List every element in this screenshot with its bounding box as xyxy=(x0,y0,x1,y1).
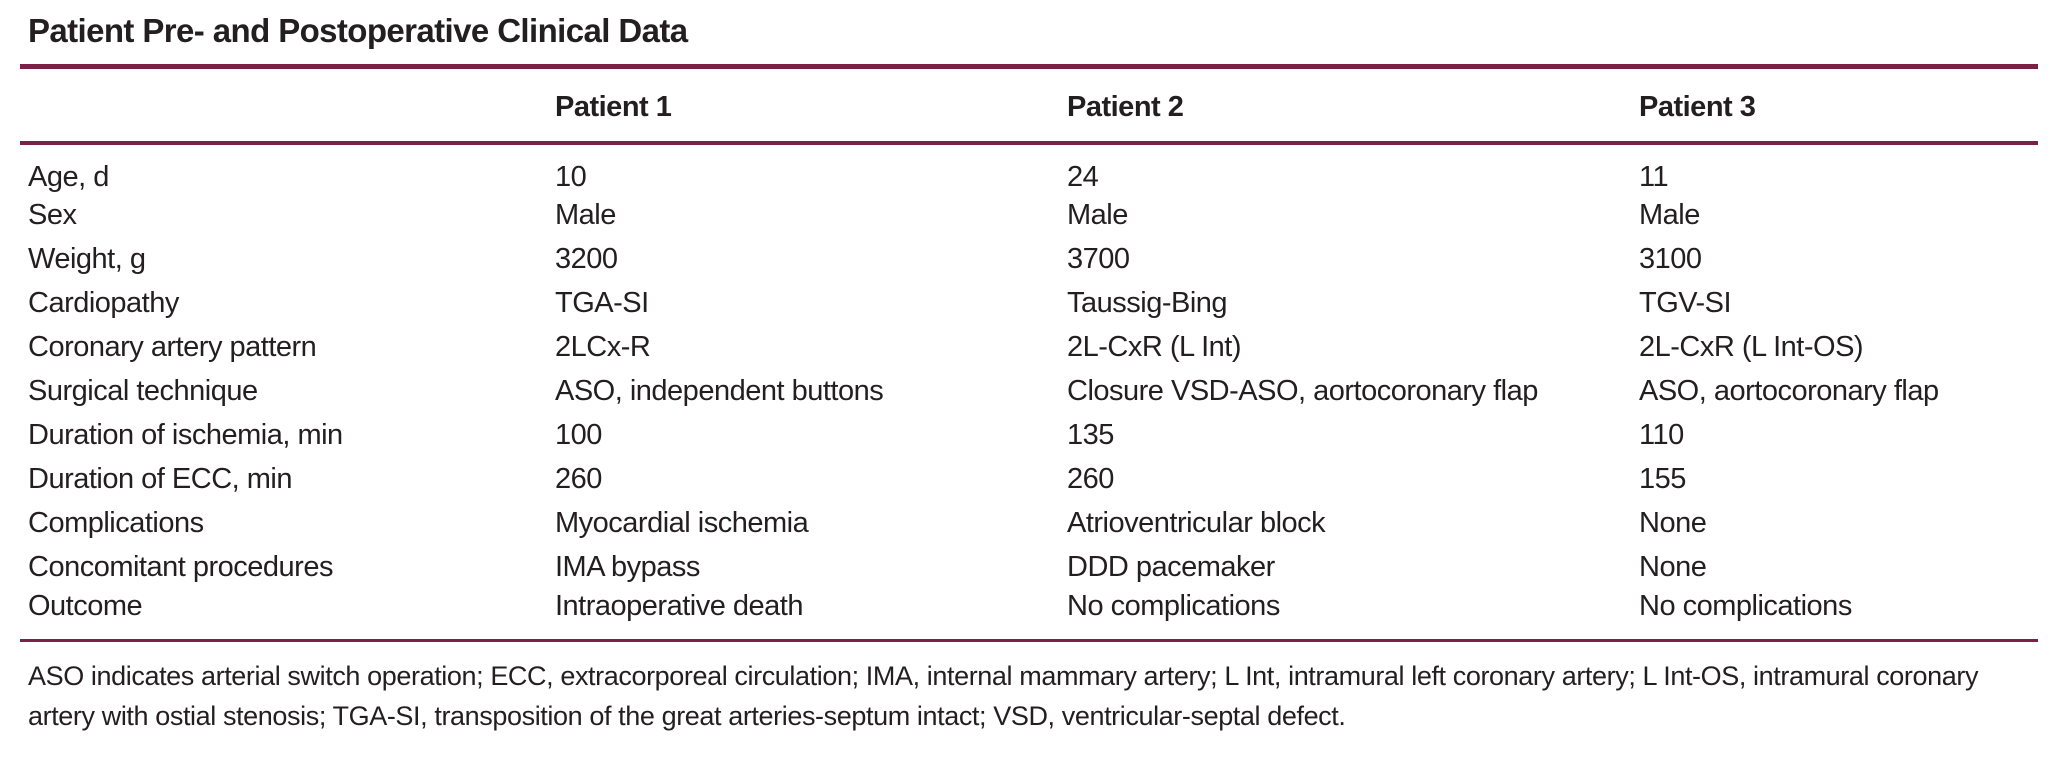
cell-patient-2: 135 xyxy=(1067,419,1114,451)
cell-patient-3: ASO, aortocoronary flap xyxy=(1639,375,1939,407)
cell-patient-1: Intraoperative death xyxy=(555,589,803,622)
row-label: Cardiopathy xyxy=(28,287,179,319)
table-title: Patient Pre- and Postoperative Clinical … xyxy=(28,12,688,49)
cell-patient-1: Male xyxy=(555,199,616,231)
cell-patient-3: Male xyxy=(1639,199,1700,231)
table-row: Sex Male Male Male xyxy=(20,194,2038,238)
cell-patient-1: ASO, independent buttons xyxy=(555,375,884,407)
cell-patient-2: DDD pacemaker xyxy=(1067,551,1275,583)
row-label: Outcome xyxy=(28,589,143,622)
cell-patient-1: 10 xyxy=(555,160,587,193)
table-row: Duration of ischemia, min 100 135 110 xyxy=(20,414,2038,458)
cell-patient-1: 3200 xyxy=(555,243,618,275)
column-header-patient-1: Patient 1 xyxy=(555,66,1067,145)
table-row: Weight, g 3200 3700 3100 xyxy=(20,238,2038,282)
cell-patient-3: None xyxy=(1639,551,1707,583)
row-label: Concomitant procedures xyxy=(28,551,333,583)
cell-patient-1: 260 xyxy=(555,463,602,495)
row-label: Duration of ischemia, min xyxy=(28,419,343,451)
table-row: Duration of ECC, min 260 260 155 xyxy=(20,458,2038,502)
cell-patient-3: None xyxy=(1639,507,1707,539)
cell-patient-2: 3700 xyxy=(1067,243,1130,275)
table-row: Cardiopathy TGA-SI Taussig-Bing TGV-SI xyxy=(20,282,2038,326)
cell-patient-3: No complications xyxy=(1639,589,1852,622)
column-header-empty xyxy=(20,66,555,145)
table-header-row: Patient 1 Patient 2 Patient 3 xyxy=(20,66,2038,145)
table-row: Concomitant procedures IMA bypass DDD pace… xyxy=(20,546,2038,590)
row-label: Complications xyxy=(28,507,204,539)
row-label: Age, d xyxy=(28,160,109,193)
row-label: Sex xyxy=(28,199,77,231)
cell-patient-3: 155 xyxy=(1639,463,1686,495)
table-row: Surgical technique ASO, independent butto… xyxy=(20,370,2038,414)
cell-patient-1: 100 xyxy=(555,419,602,451)
cell-patient-3: 110 xyxy=(1639,419,1684,451)
cell-patient-1: Myocardial ischemia xyxy=(555,507,809,539)
table-body: Age, d 10 24 11 Sex Male Male Male Weight, g 3200… xyxy=(20,143,2038,641)
cell-patient-2: 24 xyxy=(1067,160,1099,193)
column-header-patient-3: Patient 3 xyxy=(1639,66,2038,145)
cell-patient-3: 3100 xyxy=(1639,243,1702,275)
row-label: Weight, g xyxy=(28,243,146,275)
cell-patient-1: IMA bypass xyxy=(555,551,700,583)
row-label: Coronary artery pattern xyxy=(28,331,317,363)
cell-patient-1: 2LCx-R xyxy=(555,331,651,363)
cell-patient-2: Closure VSD-ASO, aortocoronary flap xyxy=(1067,375,1538,407)
cell-patient-3: 11 xyxy=(1639,160,1669,193)
cell-patient-3: 2L-CxR (L Int-OS) xyxy=(1639,331,1864,363)
table-row: Outcome Intraoperative death No complicati… xyxy=(20,590,2038,641)
table-row: Complications Myocardial ischemia Atrioven… xyxy=(20,502,2038,546)
table-header: Patient 1 Patient 2 Patient 3 xyxy=(20,66,2038,145)
row-label: Surgical technique xyxy=(28,375,258,407)
column-header-patient-2: Patient 2 xyxy=(1067,66,1639,145)
table-row: Coronary artery pattern 2LCx-R 2L-CxR (L I… xyxy=(20,326,2038,370)
row-label: Duration of ECC, min xyxy=(28,463,293,495)
clinical-data-table: Patient 1 Patient 2 Patient 3 Age, d 10 24 11… xyxy=(20,64,2038,642)
table-footnote: ASO indicates arterial switch operation;… xyxy=(28,660,1979,731)
cell-patient-1: TGA-SI xyxy=(555,287,649,319)
cell-patient-2: 2L-CxR (L Int) xyxy=(1067,331,1242,363)
cell-patient-2: Taussig-Bing xyxy=(1067,287,1228,319)
cell-patient-2: Atrioventricular block xyxy=(1067,507,1326,539)
table-figure: Patient Pre- and Postoperative Clinical … xyxy=(20,12,2038,731)
cell-patient-2: Male xyxy=(1067,199,1128,231)
cell-patient-2: 260 xyxy=(1067,463,1114,495)
cell-patient-2: No complications xyxy=(1067,589,1280,622)
cell-patient-3: TGV-SI xyxy=(1639,287,1732,319)
table-row: Age, d 10 24 11 xyxy=(20,143,2038,194)
